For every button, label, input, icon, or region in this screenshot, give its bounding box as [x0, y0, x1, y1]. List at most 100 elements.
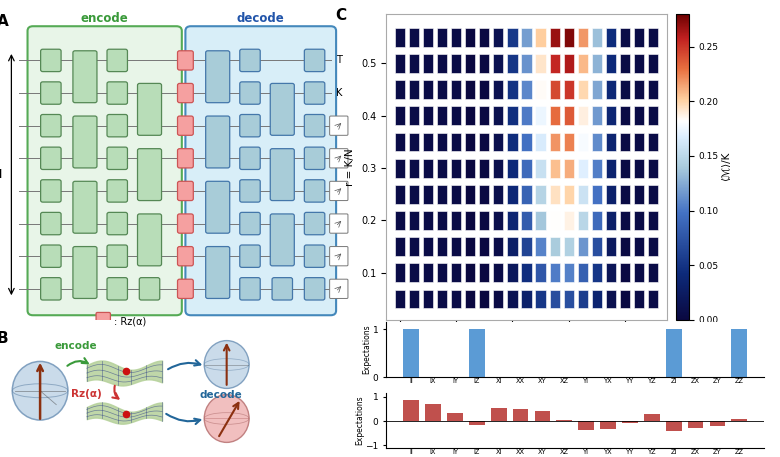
Bar: [480, 133, 489, 151]
Bar: [666, 421, 682, 431]
FancyBboxPatch shape: [270, 84, 294, 135]
FancyBboxPatch shape: [272, 278, 292, 300]
Bar: [564, 159, 573, 177]
Bar: [648, 290, 658, 308]
Bar: [395, 263, 405, 282]
Bar: [491, 408, 506, 421]
Bar: [508, 237, 517, 256]
Ellipse shape: [204, 394, 249, 442]
FancyBboxPatch shape: [107, 278, 127, 300]
Bar: [452, 290, 461, 308]
Bar: [536, 80, 545, 99]
Bar: [606, 290, 615, 308]
Bar: [592, 159, 601, 177]
Bar: [466, 237, 475, 256]
Bar: [522, 133, 531, 151]
Bar: [494, 290, 503, 308]
Bar: [410, 237, 419, 256]
Bar: [522, 185, 531, 204]
FancyBboxPatch shape: [239, 213, 261, 235]
Bar: [508, 54, 517, 73]
Bar: [424, 211, 433, 230]
Bar: [592, 106, 601, 125]
Bar: [410, 211, 419, 230]
Bar: [480, 80, 489, 99]
Bar: [620, 133, 629, 151]
Bar: [395, 185, 405, 204]
FancyBboxPatch shape: [73, 181, 97, 233]
Bar: [466, 54, 475, 73]
Bar: [634, 159, 644, 177]
Bar: [578, 159, 587, 177]
Bar: [508, 263, 517, 282]
FancyBboxPatch shape: [137, 149, 161, 201]
Bar: [424, 159, 433, 177]
Bar: [578, 211, 587, 230]
Bar: [688, 421, 704, 428]
FancyBboxPatch shape: [41, 278, 61, 300]
FancyBboxPatch shape: [73, 116, 97, 168]
Bar: [648, 133, 658, 151]
Bar: [480, 263, 489, 282]
Bar: [438, 28, 447, 47]
FancyBboxPatch shape: [96, 313, 111, 330]
FancyBboxPatch shape: [41, 213, 61, 235]
FancyBboxPatch shape: [41, 180, 61, 202]
Bar: [452, 159, 461, 177]
Bar: [466, 80, 475, 99]
Bar: [578, 28, 587, 47]
Bar: [438, 290, 447, 308]
Bar: [606, 185, 615, 204]
Bar: [710, 421, 725, 426]
FancyBboxPatch shape: [41, 82, 61, 104]
Bar: [606, 237, 615, 256]
Bar: [536, 133, 545, 151]
Bar: [620, 80, 629, 99]
Bar: [494, 159, 503, 177]
FancyBboxPatch shape: [239, 147, 261, 170]
Bar: [536, 28, 545, 47]
FancyBboxPatch shape: [41, 115, 61, 137]
Bar: [620, 290, 629, 308]
Bar: [620, 106, 629, 125]
Bar: [592, 211, 601, 230]
Bar: [494, 133, 503, 151]
Bar: [480, 28, 489, 47]
Bar: [606, 263, 615, 282]
Bar: [620, 237, 629, 256]
Bar: [508, 133, 517, 151]
Bar: [634, 185, 644, 204]
Bar: [438, 54, 447, 73]
Bar: [424, 290, 433, 308]
Bar: [466, 211, 475, 230]
Bar: [578, 421, 594, 430]
Bar: [550, 290, 559, 308]
Bar: [666, 329, 682, 377]
Bar: [648, 185, 658, 204]
Bar: [410, 185, 419, 204]
Bar: [634, 80, 644, 99]
Bar: [732, 419, 747, 421]
FancyBboxPatch shape: [206, 51, 230, 103]
Bar: [606, 106, 615, 125]
Bar: [600, 421, 616, 429]
Bar: [622, 421, 638, 424]
Bar: [606, 28, 615, 47]
Bar: [508, 106, 517, 125]
Bar: [522, 290, 531, 308]
FancyBboxPatch shape: [178, 247, 193, 266]
Bar: [648, 211, 658, 230]
Bar: [403, 399, 419, 421]
Text: C: C: [335, 8, 346, 22]
Bar: [620, 28, 629, 47]
Bar: [410, 133, 419, 151]
Bar: [424, 237, 433, 256]
Bar: [564, 106, 573, 125]
FancyBboxPatch shape: [107, 180, 127, 202]
Bar: [424, 185, 433, 204]
Bar: [536, 159, 545, 177]
FancyBboxPatch shape: [206, 116, 230, 168]
Bar: [508, 159, 517, 177]
Bar: [606, 159, 615, 177]
Bar: [395, 290, 405, 308]
